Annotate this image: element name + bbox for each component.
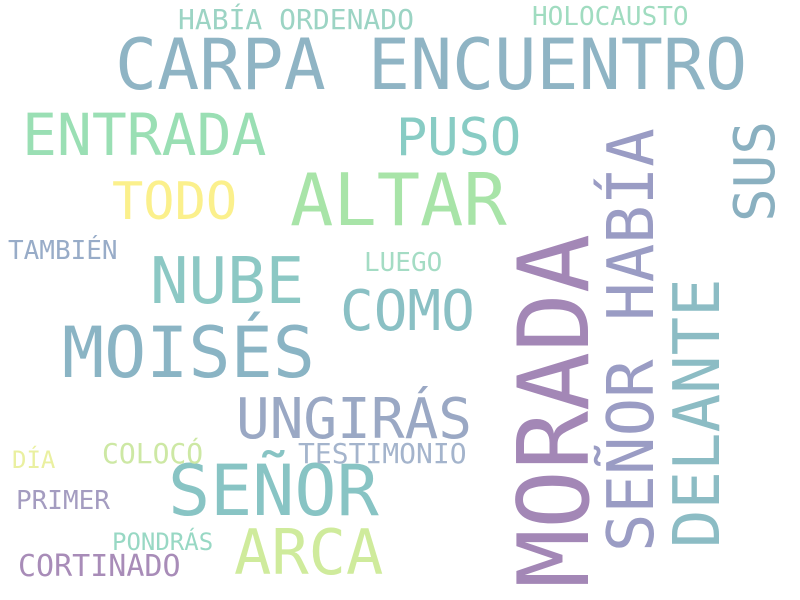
word-primer: PRIMER xyxy=(16,486,110,516)
word-carpa-encuentro: CARPA ENCUENTRO xyxy=(115,24,748,106)
word-todo: TODO xyxy=(112,172,238,232)
word-nube: NUBE xyxy=(150,245,305,319)
word-delante: DELANTE xyxy=(661,278,735,548)
word-cortinado: CORTINADO xyxy=(18,549,181,584)
word-luego: LUEGO xyxy=(364,248,443,278)
word-tambien: TAMBIÉN xyxy=(8,236,118,266)
word-pondras: PONDRÁS xyxy=(112,528,214,556)
word-moises: MOISÉS xyxy=(62,312,315,394)
word-puso: PUSO xyxy=(396,108,522,168)
word-habia-ordenado: HABÍA ORDENADO xyxy=(178,3,415,36)
word-testimonio: TESTIMONIO xyxy=(298,437,467,470)
word-arca: ARCA xyxy=(234,516,384,589)
word-morada: MORADA xyxy=(498,233,612,588)
word-holocausto: HOLOCAUSTO xyxy=(532,2,689,32)
word-entrada: ENTRADA xyxy=(22,101,267,169)
word-senor: SEÑOR xyxy=(168,450,379,532)
word-sus: SUS xyxy=(723,120,788,222)
word-altar: ALTAR xyxy=(290,158,507,242)
word-ungiras: UNGIRÁS xyxy=(236,387,473,452)
word-dia: DÍA xyxy=(12,446,56,474)
word-coloco: COLOCÓ xyxy=(102,437,204,470)
word-como: COMO xyxy=(340,279,475,344)
